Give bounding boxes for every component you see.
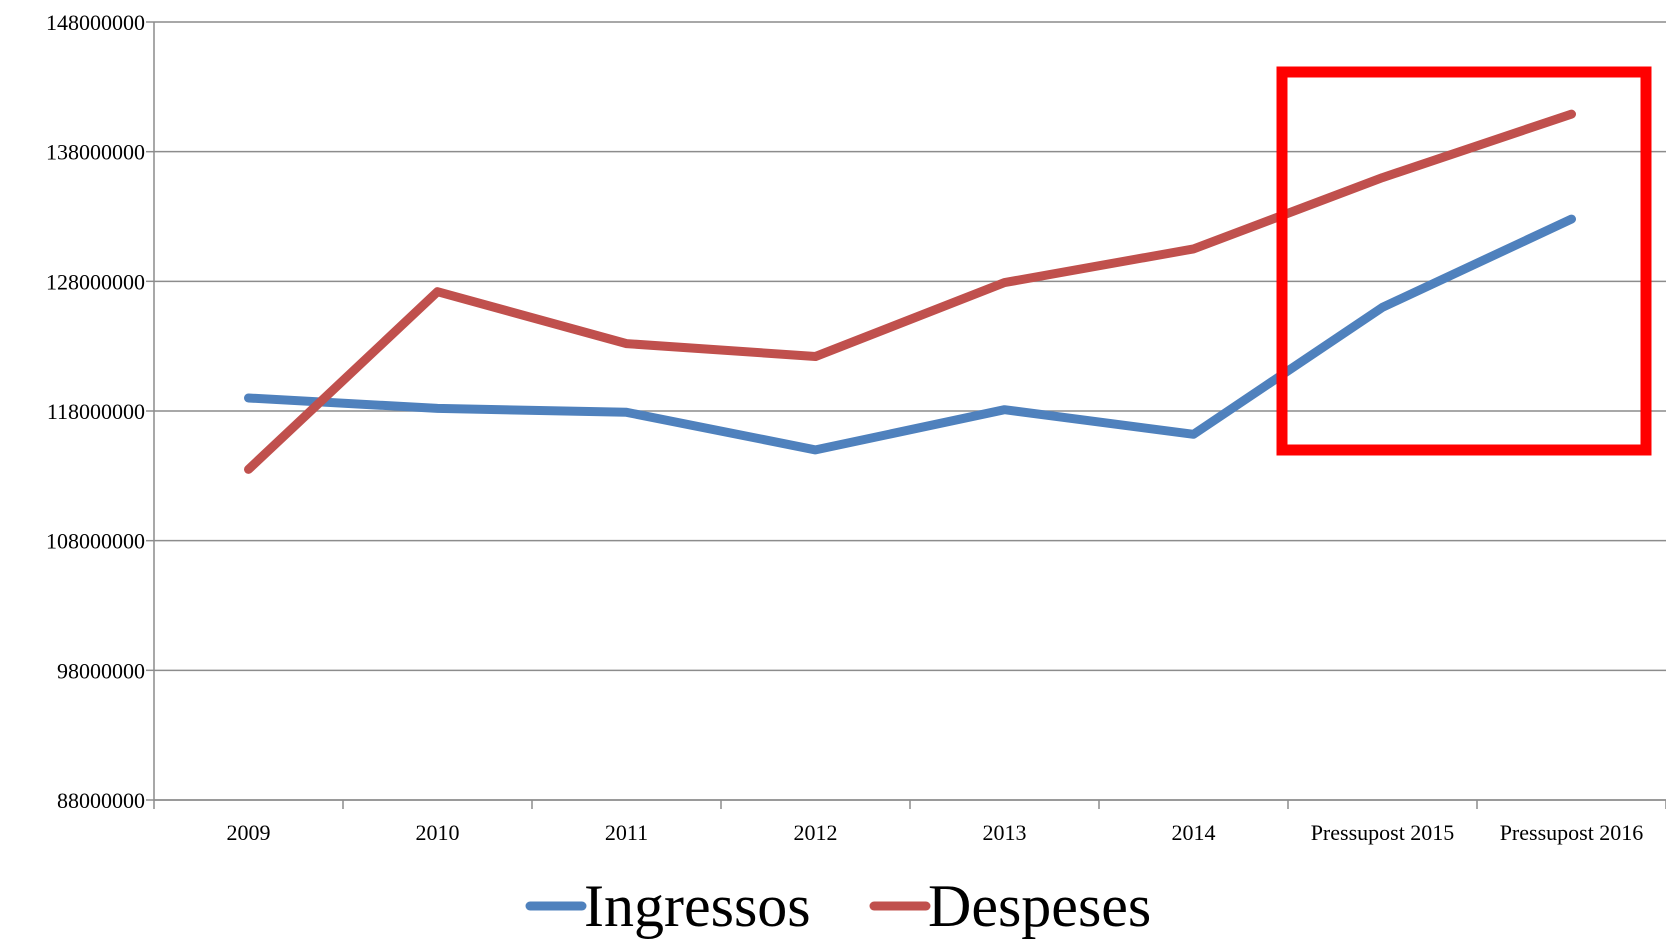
x-tick-label: Pressupost 2015 [1311, 820, 1455, 845]
x-tick-label: 2013 [983, 820, 1027, 845]
series-line-despeses [244, 109, 1576, 474]
y-tick-label: 108000000 [46, 529, 145, 554]
y-tick-label: 128000000 [46, 269, 145, 294]
x-tick-label: 2010 [416, 820, 460, 845]
x-tick-label: Pressupost 2016 [1500, 820, 1644, 845]
x-tick-label: 2012 [794, 820, 838, 845]
highlight-box [1276, 66, 1652, 456]
x-tick-label: 2014 [1172, 820, 1216, 845]
legend-label-ingressos: Ingressos [584, 873, 811, 939]
y-tick-label: 148000000 [46, 10, 145, 35]
y-tick-label: 138000000 [46, 140, 145, 165]
y-tick-label: 98000000 [57, 658, 145, 683]
series-lines [244, 109, 1576, 474]
y-tick-label: 88000000 [57, 788, 145, 813]
x-tick-label: 2011 [605, 820, 648, 845]
series-line-ingressos [244, 214, 1576, 455]
x-axis-ticks: 2009 2010 2011 2012 2013 2014 Pressupost 2015 P… [227, 820, 1644, 845]
legend-label-despeses: Despeses [928, 873, 1151, 939]
axes [146, 21, 1666, 809]
grid-lines [154, 21, 1666, 801]
legend: Ingressos Despeses [525, 873, 1151, 939]
y-tick-label: 118000000 [47, 399, 145, 424]
annotations [1276, 66, 1652, 456]
x-tick-label: 2009 [227, 820, 271, 845]
y-axis-ticks: 88000000 98000000 108000000 118000000 128000… [46, 10, 145, 813]
